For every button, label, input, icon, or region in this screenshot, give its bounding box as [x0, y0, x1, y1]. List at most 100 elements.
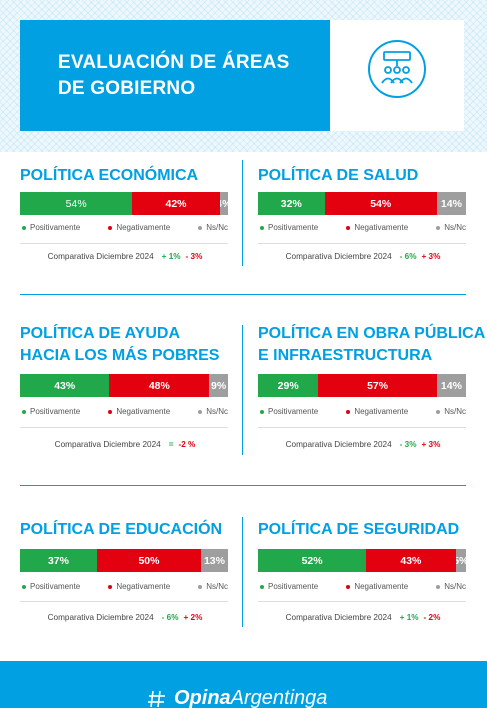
legend-label: Positivamente: [30, 407, 81, 416]
legend-item-positive: Positivamente: [22, 407, 80, 416]
brand-name-bold: Opina: [174, 687, 231, 708]
chart-title: POLÍTICA ECONÓMICA: [20, 165, 230, 187]
legend-dot-icon: [108, 584, 113, 589]
legend-label: Positivamente: [30, 582, 81, 591]
legend-label: Ns/Nc: [444, 223, 466, 232]
chart-panel-politica-seguridad: POLÍTICA DE SEGURIDAD 52%43%5% Positivam…: [258, 519, 468, 629]
brand-logo: Opina Argentinga: [148, 687, 327, 708]
legend-item-positive: Positivamente: [260, 407, 318, 416]
stacked-bar: 43% 48% 9%: [20, 374, 228, 397]
comparison-row: Comparativa Diciembre 2024 + 1% - 2%: [258, 613, 468, 622]
chart-title-line: HACIA LOS MÁS POBRES: [20, 347, 220, 364]
divider-vertical-3: [242, 517, 243, 627]
positive-segment: 37%: [20, 549, 97, 572]
legend-dot-icon: [22, 225, 26, 230]
legend-item-nsnc: Ns/Nc: [198, 582, 228, 591]
chart-title-line: POLÍTICA DE SALUD: [258, 167, 419, 184]
legend: Positivamente Negativamente Ns/Nc: [20, 223, 230, 232]
comparison-row: Comparativa Diciembre 2024 - 6% + 3%: [258, 252, 468, 261]
comparison-row: Comparativa Diciembre 2024 = -2 %: [20, 440, 230, 449]
chart-title: POLÍTICA DE AYUDA HACIA LOS MÁS POBRES: [20, 323, 230, 367]
comparison-positive-change: - 6%: [161, 613, 179, 622]
legend-label: Negativamente: [116, 582, 171, 591]
chart-panel-politica-salud: POLÍTICA DE SALUD 32% 54% 14% Positivament…: [258, 165, 468, 275]
positive-segment: 52%: [258, 549, 367, 572]
legend-item-negative: Negativamente: [346, 582, 408, 591]
legend-dot-icon: [346, 409, 351, 414]
nsnc-segment: 14%: [436, 192, 466, 215]
legend-label: Ns/Nc: [444, 582, 466, 591]
comparison-label: Comparativa Diciembre 2024: [47, 252, 154, 261]
chart-panel-politica-obra-publica: POLÍTICA EN OBRA PÚBLICA E INFRAESTRUCTU…: [258, 323, 485, 458]
legend-dot-icon: [198, 584, 203, 589]
comparison-label: Comparativa Diciembre 2024: [285, 252, 392, 261]
legend-dot-icon: [22, 584, 26, 589]
separator: [20, 243, 228, 244]
comparison-positive-change: + 1%: [161, 252, 181, 261]
negative-segment: 42%: [132, 192, 220, 215]
chart-title-line: POLÍTICA DE AYUDA: [20, 325, 181, 342]
legend-dot-icon: [108, 409, 113, 414]
comparison-row: Comparativa Diciembre 2024 - 6% + 2%: [20, 613, 230, 622]
chart-panel-politica-ayuda: POLÍTICA DE AYUDA HACIA LOS MÁS POBRES 4…: [20, 323, 230, 458]
legend-dot-icon: [346, 225, 351, 230]
negative-segment: 48%: [109, 374, 210, 397]
legend-item-nsnc: Ns/Nc: [436, 223, 466, 232]
legend-item-nsnc: Ns/Nc: [436, 407, 466, 416]
legend-label: Ns/Nc: [206, 407, 228, 416]
legend-dot-icon: [260, 409, 264, 414]
chart-title-line: POLÍTICA DE EDUCACIÓN: [20, 521, 223, 538]
positive-segment: 54%: [20, 192, 133, 215]
legend-label: Positivamente: [268, 582, 319, 591]
legend-label: Ns/Nc: [444, 407, 466, 416]
positive-segment: 29%: [258, 374, 319, 397]
legend-dot-icon: [198, 409, 203, 414]
legend: Positivamente Negativamente Ns/Nc: [258, 582, 468, 591]
comparison-negative-change: - 3%: [185, 252, 203, 261]
legend-label: Negativamente: [354, 407, 409, 416]
negative-segment: 43%: [366, 549, 456, 572]
legend-item-negative: Negativamente: [346, 223, 408, 232]
separator: [20, 427, 228, 428]
legend-label: Positivamente: [268, 223, 319, 232]
legend-label: Positivamente: [268, 407, 319, 416]
legend: Positivamente Negativamente Ns/Nc: [258, 223, 468, 232]
comparison-label: Comparativa Diciembre 2024: [47, 613, 154, 622]
legend-label: Negativamente: [116, 223, 171, 232]
legend: Positivamente Negativamente Ns/Nc: [20, 407, 230, 416]
legend-item-nsnc: Ns/Nc: [436, 582, 466, 591]
legend-label: Ns/Nc: [206, 223, 228, 232]
separator: [258, 243, 466, 244]
divider-vertical-2: [242, 325, 243, 455]
legend-item-positive: Positivamente: [260, 582, 318, 591]
legend-label: Positivamente: [30, 223, 81, 232]
positive-segment: 32%: [258, 192, 325, 215]
legend-item-positive: Positivamente: [22, 223, 80, 232]
legend-dot-icon: [436, 409, 441, 414]
header-icon-box: [330, 20, 464, 131]
page-title: EVALUACIÓN DE ÁREAS DE GOBIERNO: [58, 50, 318, 102]
legend-item-negative: Negativamente: [108, 582, 170, 591]
negative-segment: 50%: [96, 549, 201, 572]
comparison-negative-change: + 2%: [183, 613, 203, 622]
stacked-bar: 32% 54% 14%: [258, 192, 466, 215]
comparison-positive-change: - 3%: [399, 440, 417, 449]
chart-title: POLÍTICA EN OBRA PÚBLICA E INFRAESTRUCTU…: [258, 323, 485, 367]
legend-dot-icon: [346, 584, 351, 589]
chart-title-line: POLÍTICA DE SEGURIDAD: [258, 521, 460, 538]
comparison-row: Comparativa Diciembre 2024 - 3% + 3%: [258, 440, 468, 449]
negative-segment: 54%: [324, 192, 437, 215]
chart-title-line: POLÍTICA ECONÓMICA: [20, 167, 199, 184]
page-title-line-1: EVALUACIÓN DE ÁREAS: [58, 52, 290, 73]
legend-dot-icon: [260, 225, 264, 230]
legend-dot-icon: [260, 584, 264, 589]
chart-panel-politica-economica: POLÍTICA ECONÓMICA 54%42%4% Positivament…: [20, 165, 230, 275]
comparison-label: Comparativa Diciembre 2024: [285, 613, 392, 622]
legend: Positivamente Negativamente Ns/Nc: [20, 582, 230, 591]
legend: Positivamente Negativamente Ns/Nc: [258, 407, 468, 416]
footer: Opina Argentinga: [0, 661, 487, 708]
legend-dot-icon: [108, 225, 113, 230]
divider-vertical-1: [242, 160, 243, 266]
divider-horizontal-1: [20, 294, 466, 295]
legend-label: Negativamente: [354, 582, 409, 591]
